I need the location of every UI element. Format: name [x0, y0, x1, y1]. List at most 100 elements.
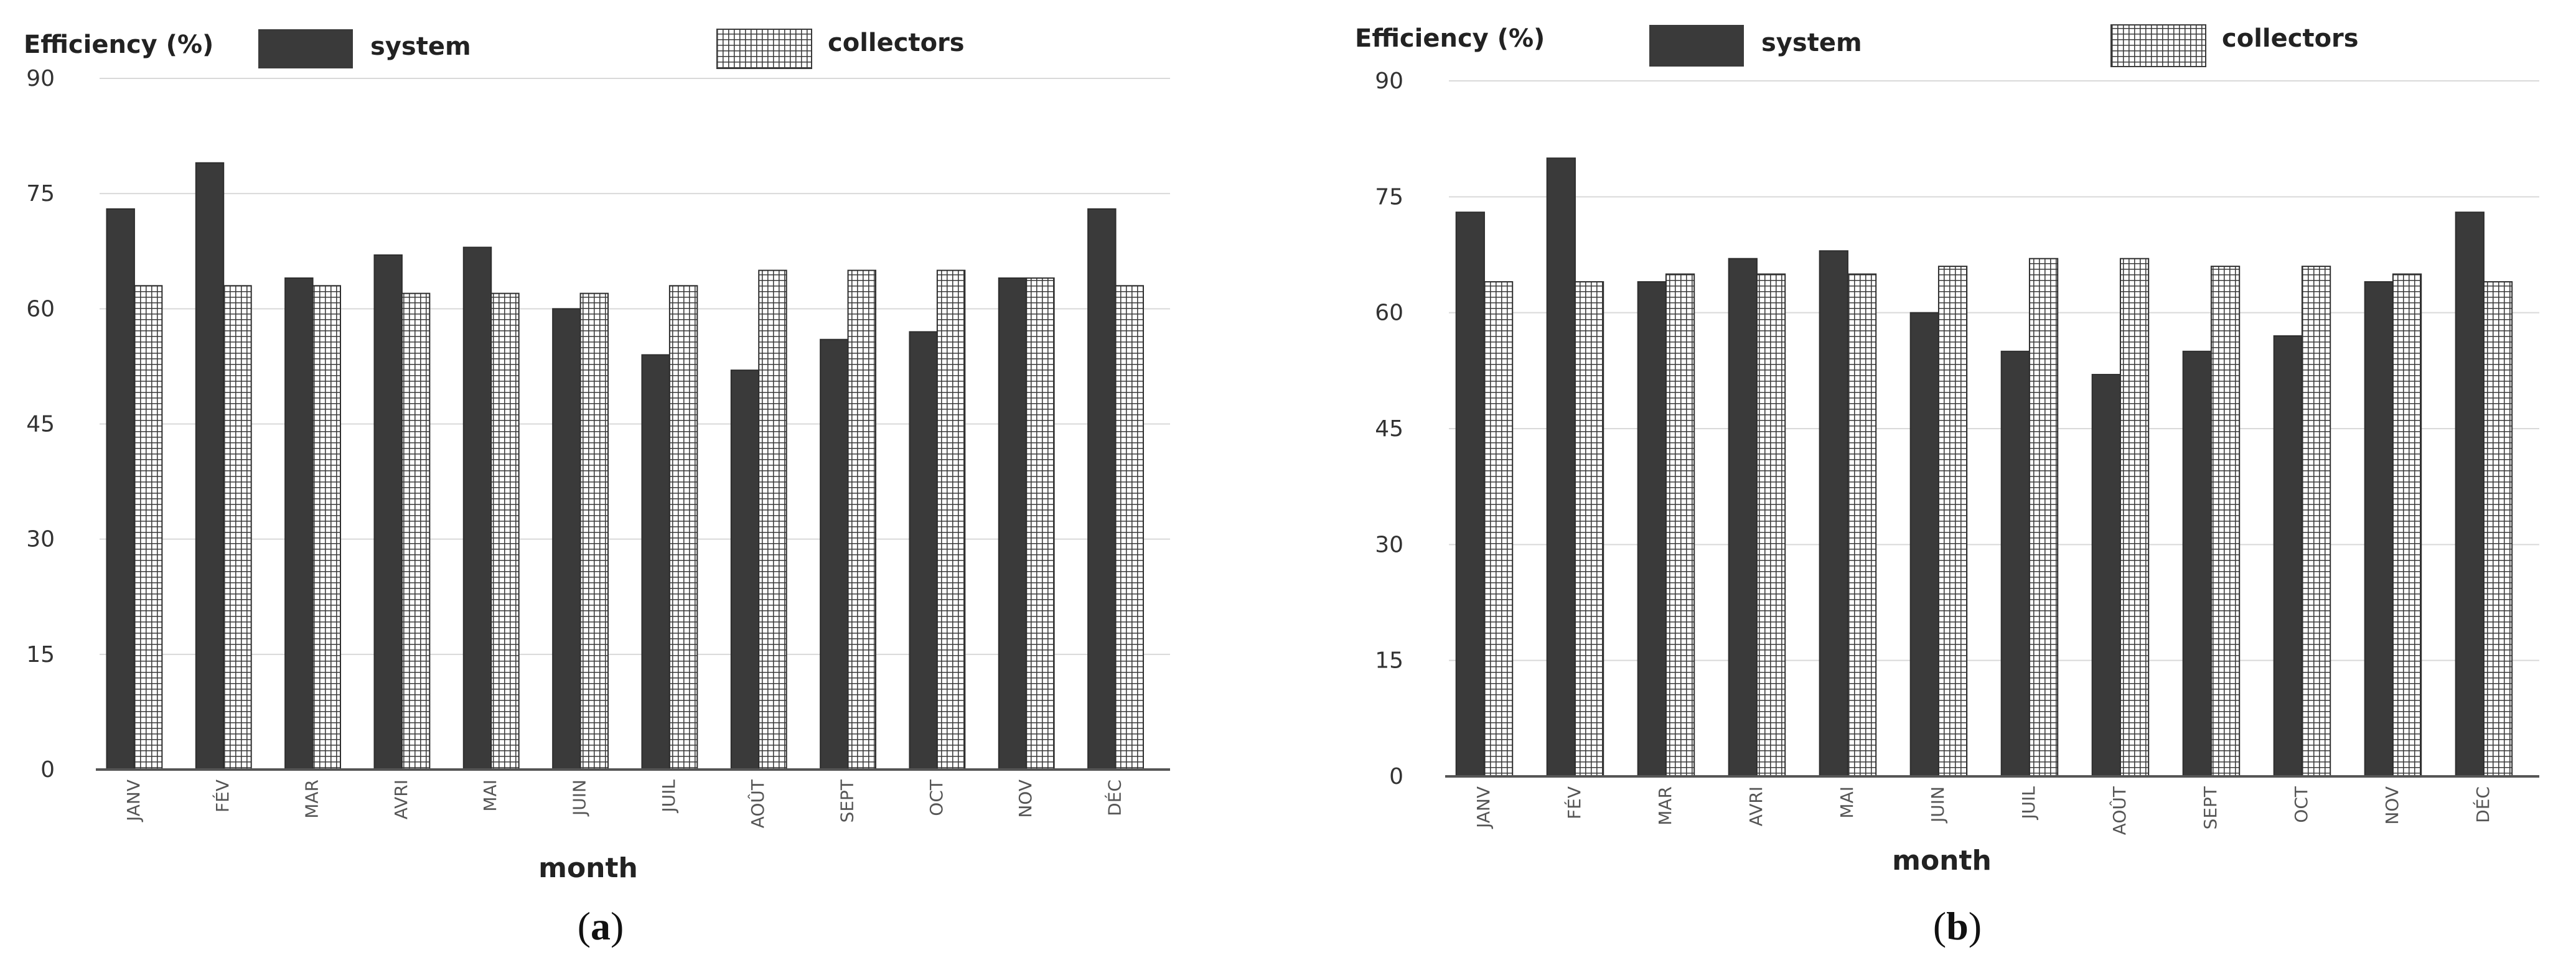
bar-system-NOV [2364, 281, 2394, 777]
x-tick-label: JANV [1473, 786, 1494, 829]
x-tick-label: DÉC [2472, 786, 2493, 823]
bar-system-JANV [106, 208, 135, 771]
caption-letter: b [1946, 904, 1969, 948]
y-axis-ticks: 0 15 30 45 60 75 90 [1375, 68, 1403, 789]
y-tick-label: 15 [1375, 648, 1403, 674]
bar-system-MAI [462, 246, 492, 771]
bar-system-FÉV [1546, 157, 1576, 777]
legend-label-collectors: collectors [828, 29, 965, 57]
bar-group [1455, 157, 2513, 777]
x-tick-label: MAR [1655, 786, 1675, 826]
y-tick-label: 60 [1375, 300, 1403, 326]
bar-system-MAR [1637, 281, 1667, 777]
bar-system-JUIL [641, 354, 670, 770]
x-tick-label: JUIL [658, 780, 679, 814]
y-tick-label: 30 [1375, 532, 1403, 557]
y-tick-label: 90 [1375, 68, 1403, 94]
x-axis-categories: JANV FÉV MAR AVRI MAI JUIN JUIL AOÛT SEPT OCT NOV D… [1473, 786, 2493, 835]
y-tick-label: 30 [26, 527, 55, 552]
bar-system-OCT [909, 331, 938, 770]
bar-system-JUIN [552, 308, 581, 771]
y-tick-label: 0 [40, 757, 55, 783]
y-axis-title: Efficiency (%) [24, 30, 213, 59]
bar-system-AVRI [373, 254, 403, 770]
bar-collectors-JUIN [579, 292, 609, 770]
caption-open: ( [578, 904, 591, 948]
bar-system-AOÛT [730, 370, 760, 770]
x-tick-label: JANV [123, 780, 144, 822]
bar-collectors-AOÛT [758, 269, 787, 771]
y-tick-label: 45 [26, 412, 55, 437]
bar-system-JUIL [2000, 350, 2030, 777]
caption-letter: a [591, 904, 611, 948]
bar-collectors-AOÛT [2119, 258, 2150, 777]
x-tick-label: FÉV [1563, 786, 1585, 819]
bar-collectors-JUIN [1937, 266, 1968, 777]
legend-swatch-system [1649, 25, 1744, 67]
chart-panel-b: Efficiency (%) system collectors 0 15 30 45… [1355, 24, 2539, 948]
bar-collectors-OCT [936, 269, 966, 771]
x-tick-label: NOV [2382, 786, 2402, 825]
x-tick-label: NOV [1015, 780, 1036, 818]
bar-collectors-DÉC [1115, 285, 1144, 770]
x-tick-label: SEPT [837, 779, 858, 822]
x-tick-label: DÉC [1104, 780, 1125, 816]
x-tick-label: FÉV [212, 780, 233, 812]
y-tick-label: 90 [26, 66, 55, 91]
bar-system-OCT [2273, 335, 2303, 777]
x-tick-label: MAI [480, 780, 500, 812]
bar-system-MAI [1819, 250, 1848, 777]
bar-system-FÉV [195, 162, 225, 770]
bar-collectors-MAR [312, 285, 342, 770]
x-tick-label: AOÛT [747, 779, 768, 828]
x-tick-label: AVRI [391, 780, 411, 819]
x-tick-label: MAI [1837, 786, 1857, 819]
x-axis-categories: JANV FÉV MAR AVRI MAI JUIN JUIL AOÛT SEPT OCT NOV D… [123, 779, 1125, 828]
bar-system-MAR [284, 277, 314, 770]
bar-collectors-DÉC [2483, 281, 2513, 777]
bar-collectors-AVRI [1756, 273, 1786, 777]
y-axis-ticks: 0 15 30 45 60 75 90 [26, 66, 55, 783]
y-tick-label: 0 [1389, 764, 1403, 789]
x-tick-label: JUIL [2018, 786, 2039, 821]
bar-collectors-SEPT [2210, 266, 2241, 777]
y-tick-label: 60 [26, 296, 55, 322]
bar-collectors-JANV [133, 285, 163, 770]
bar-group [106, 162, 1144, 771]
legend-label-system: system [1761, 29, 1862, 57]
legend-swatch-collectors [2110, 24, 2206, 67]
bar-system-AOÛT [2091, 374, 2121, 777]
bar-system-SEPT [820, 338, 849, 770]
bar-system-JUIN [1909, 312, 1939, 777]
bar-collectors-OCT [2301, 266, 2331, 777]
x-tick-label: JUIN [569, 780, 590, 817]
bar-system-DÉC [1087, 208, 1117, 771]
bar-system-AVRI [1728, 258, 1758, 777]
panel-caption: (a) [578, 904, 624, 948]
y-tick-label: 15 [26, 642, 55, 668]
y-tick-label: 45 [1375, 416, 1403, 442]
bar-collectors-NOV [1026, 277, 1055, 770]
x-tick-label: OCT [926, 779, 947, 816]
bar-collectors-MAI [490, 292, 520, 770]
y-axis-title: Efficiency (%) [1355, 24, 1545, 53]
bar-system-NOV [998, 277, 1028, 770]
bar-collectors-SEPT [847, 269, 876, 771]
panel-caption: (b) [1933, 904, 1982, 948]
bar-system-SEPT [2182, 350, 2212, 777]
bar-collectors-JANV [1483, 281, 1514, 777]
bar-collectors-MAR [1665, 273, 1695, 777]
y-gridlines [100, 78, 1170, 770]
chart-panel-a: Efficiency (%) system collectors 0 15 30 45… [24, 29, 1170, 948]
bar-collectors-JUIL [2028, 258, 2059, 777]
x-tick-label: SEPT [2200, 786, 2221, 829]
legend-swatch-collectors [716, 29, 812, 69]
bar-collectors-FÉV [1574, 281, 1604, 777]
legend-swatch-system [258, 29, 353, 68]
x-tick-label: JUIN [1927, 786, 1948, 824]
bar-collectors-MAI [1847, 273, 1877, 777]
caption-open: ( [1933, 904, 1946, 948]
caption-close: ) [1969, 904, 1982, 948]
legend-label-system: system [370, 32, 471, 61]
y-tick-label: 75 [26, 181, 55, 207]
